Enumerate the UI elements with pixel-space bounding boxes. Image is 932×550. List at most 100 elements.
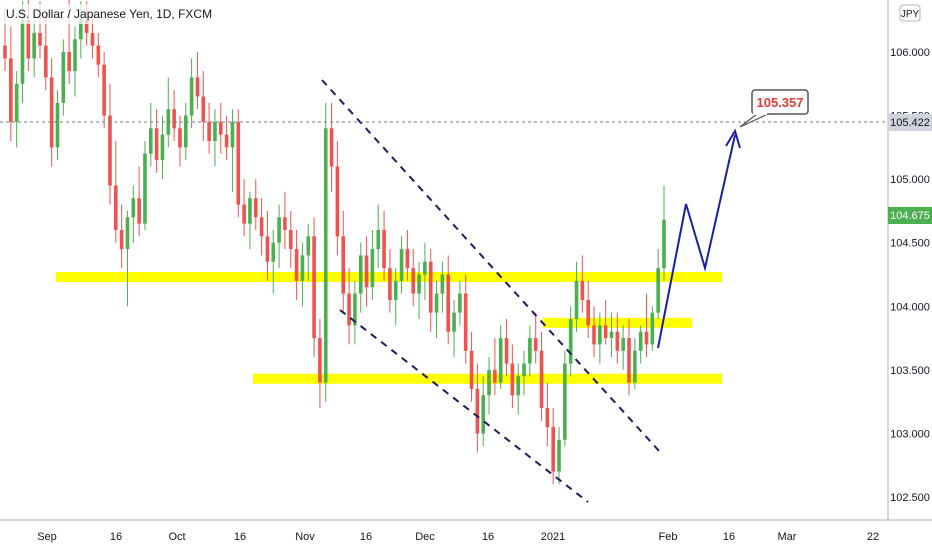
candle-body [376, 230, 381, 250]
candle-body [131, 198, 136, 218]
callout-box [751, 89, 809, 115]
x-tick-label: 2021 [541, 531, 565, 543]
candle-body [551, 427, 556, 472]
y-tick-label: 102.500 [890, 492, 930, 504]
candle-body [207, 121, 211, 141]
candle-body [656, 268, 660, 313]
candle-body [213, 121, 217, 141]
candle-body [318, 338, 322, 383]
candle-body [218, 121, 223, 135]
candle-body [347, 293, 351, 326]
candle-body [125, 217, 130, 250]
candle-body [67, 52, 71, 72]
price-target-callout: 105.357 [739, 89, 809, 128]
x-tick-label: 16 [723, 531, 735, 543]
candle-body [9, 58, 13, 122]
y-tick-label: 105.000 [890, 174, 930, 186]
candle-body [61, 52, 66, 103]
candle-body [411, 268, 416, 294]
candle-body [563, 363, 567, 440]
candle-body [288, 230, 293, 250]
candle-body [399, 249, 404, 281]
candle-body [533, 338, 538, 351]
candle-body [341, 236, 346, 294]
candle-body [463, 293, 468, 351]
candle-body [382, 230, 386, 269]
candle-body [539, 350, 544, 408]
candle-body [329, 128, 334, 167]
candle-body [452, 312, 456, 332]
candle-body [638, 331, 643, 351]
candle-body [3, 45, 7, 59]
candle-body [633, 350, 637, 383]
x-tick-label: 16 [360, 531, 372, 543]
candle-body [283, 217, 287, 230]
candle-body [627, 338, 631, 383]
projection-arrowhead [725, 128, 741, 149]
candle-body [201, 96, 206, 122]
x-tick-label: Sep [37, 531, 57, 543]
candle-body [650, 312, 655, 345]
channel-upper-line [321, 79, 661, 453]
candle-body [55, 102, 60, 148]
candle-body [388, 268, 392, 300]
candle-body [335, 166, 340, 237]
candle-body [230, 121, 235, 148]
x-tick-label: 16 [110, 531, 122, 543]
candle-body [119, 230, 124, 250]
candle-body [516, 376, 521, 396]
candle-body [417, 274, 421, 294]
candle-body [475, 388, 480, 434]
candle-body [90, 32, 95, 46]
candle-body [96, 45, 101, 65]
candle-body [364, 255, 369, 288]
currency-badge-label: JPY [901, 9, 920, 20]
candle-body [598, 325, 602, 345]
y-tick-label: 104.000 [890, 301, 930, 313]
candle-body [504, 338, 509, 364]
candle-body [178, 128, 182, 148]
drawing-overlays [321, 79, 741, 503]
currency-badge[interactable] [899, 4, 921, 22]
candle-body [615, 331, 620, 351]
candle-body [189, 77, 194, 116]
candle-body [137, 198, 141, 224]
candle-body [662, 219, 666, 269]
candle-body [20, 20, 25, 84]
target-price-tag [888, 114, 932, 131]
candle-body [306, 236, 311, 256]
candle-body [621, 338, 625, 351]
candle-body [557, 439, 561, 472]
candle-body [271, 242, 276, 262]
candle-body [469, 350, 474, 389]
candle-body [434, 293, 439, 313]
price-axis: JPY 106.000105.500105.000104.500104.0001… [887, 0, 932, 520]
candle-body [79, 20, 83, 40]
y-tick-label: 104.500 [890, 238, 930, 250]
candle-body [44, 45, 48, 78]
candle-body [498, 338, 503, 383]
y-tick-label: 103.500 [890, 365, 930, 377]
x-tick-label: 16 [234, 531, 246, 543]
candle-body [84, 20, 89, 33]
candle-body [265, 236, 270, 262]
candle-body [113, 185, 118, 230]
candle-body [528, 338, 532, 364]
x-tick-label: Dec [415, 531, 435, 543]
candle-body [405, 249, 410, 269]
candle-body [586, 299, 590, 326]
candle-body [545, 408, 550, 428]
candle-body [423, 261, 427, 275]
x-tick-label: 22 [867, 531, 879, 543]
candle-body [248, 198, 252, 224]
last-price-tag-label: 104.675 [890, 210, 930, 222]
candle-body [195, 77, 200, 97]
chart-title-background [0, 4, 175, 24]
candle-body [160, 134, 165, 161]
candle-body [580, 280, 585, 300]
candle-body [568, 319, 573, 364]
candle-body [183, 115, 188, 148]
projection-path [657, 134, 736, 349]
candle-body [102, 64, 106, 116]
